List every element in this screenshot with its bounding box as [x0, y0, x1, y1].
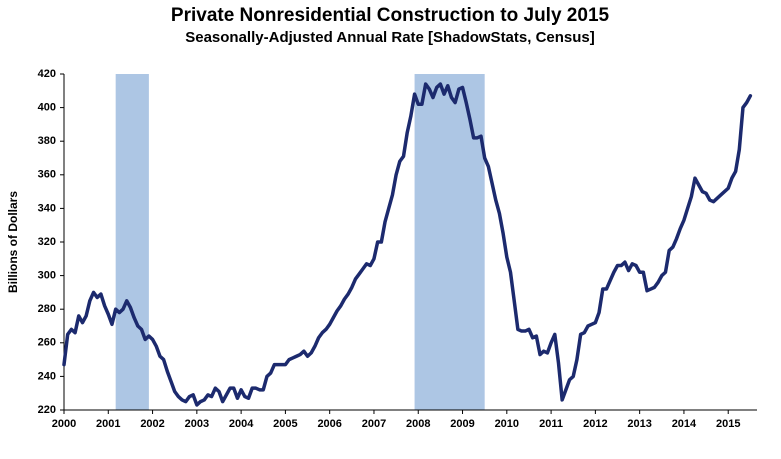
x-tick-label: 2004	[229, 418, 254, 430]
x-tick-label: 2010	[495, 418, 519, 430]
x-tick-label: 2001	[96, 418, 120, 430]
recession-band	[414, 74, 485, 410]
y-axis-label: Billions of Dollars	[6, 191, 20, 293]
chart-title: Private Nonresidential Construction to J…	[171, 5, 610, 26]
y-tick-label: 240	[38, 370, 56, 382]
chart-subtitle: Seasonally-Adjusted Annual Rate [ShadowS…	[185, 29, 595, 46]
x-tick-label: 2005	[273, 418, 297, 430]
x-tick-label: 2015	[716, 418, 740, 430]
y-tick-label: 340	[38, 202, 56, 214]
x-tick-label: 2003	[185, 418, 209, 430]
x-tick-label: 2011	[539, 418, 563, 430]
x-tick-label: 2013	[627, 418, 651, 430]
x-tick-label: 2014	[672, 418, 697, 430]
x-tick-label: 2007	[362, 418, 386, 430]
x-tick-label: 2008	[406, 418, 430, 430]
y-tick-label: 260	[38, 337, 56, 349]
y-tick-label: 300	[38, 270, 56, 282]
y-tick-label: 280	[38, 303, 56, 315]
y-tick-label: 320	[38, 236, 56, 248]
x-tick-label: 2012	[583, 418, 607, 430]
x-tick-label: 2002	[140, 418, 164, 430]
y-tick-label: 400	[38, 102, 56, 114]
data-line	[62, 82, 753, 407]
y-tick-label: 360	[38, 169, 56, 181]
recession-band	[115, 74, 149, 410]
x-tick-label: 2009	[450, 418, 474, 430]
x-tick-label: 2006	[317, 418, 341, 430]
y-tick-label: 380	[38, 135, 56, 147]
x-tick-label: 2000	[52, 418, 76, 430]
y-tick-label: 420	[38, 68, 56, 80]
y-tick-label: 220	[38, 404, 56, 416]
